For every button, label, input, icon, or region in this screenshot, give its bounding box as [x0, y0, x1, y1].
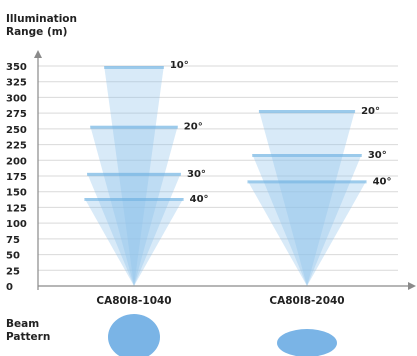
y-tick-label: 175	[6, 172, 27, 183]
y-tick-label: 225	[6, 141, 27, 152]
y-tick-label: 300	[6, 93, 27, 104]
labels-layer: 0 25 50 75 100 125 150 175 200 225 250 275 300 325 350…	[6, 13, 391, 343]
beam-top-band	[84, 198, 184, 201]
y-tick-label: 25	[6, 266, 20, 277]
category-label: CA80I8-2040	[269, 295, 344, 307]
y-tick-label: 200	[6, 156, 27, 167]
y-tick-label: 250	[6, 125, 27, 136]
beam-cone	[104, 66, 164, 286]
beam-top-band	[258, 110, 356, 113]
beam-top-band	[90, 125, 178, 129]
beam-angle-label: 40°	[190, 194, 209, 205]
beam-cone	[90, 125, 178, 286]
y-tick-label: 150	[6, 188, 27, 199]
beam-pattern-label: Beam	[6, 318, 39, 330]
axes-layer	[34, 50, 416, 290]
category-label: CA80I8-1040	[96, 295, 171, 307]
beam-angle-label: 30°	[368, 150, 387, 161]
y-tick-label: 0	[6, 282, 13, 293]
beam-top-band	[87, 172, 181, 176]
beam-angle-label: 20°	[184, 122, 203, 133]
gridlines	[38, 65, 398, 271]
y-axis-title: Range (m)	[6, 26, 67, 38]
beam-top-band	[104, 66, 164, 69]
beam-patterns-layer	[108, 314, 337, 356]
x-axis-arrow	[408, 282, 416, 290]
y-tick-label: 125	[6, 203, 27, 214]
beam-pattern-label: Pattern	[6, 331, 50, 343]
beam-angle-label: 40°	[373, 176, 392, 187]
y-tick-label: 275	[6, 109, 27, 120]
beam-angle-label: 20°	[361, 106, 380, 117]
beam-cone	[87, 172, 181, 286]
beam-cone	[247, 180, 367, 286]
y-tick-label: 50	[6, 251, 20, 262]
beam-top-band	[252, 154, 362, 157]
y-tick-label: 350	[6, 62, 27, 73]
beam-angle-label: 10°	[170, 60, 189, 71]
beam-cone	[252, 154, 362, 286]
beam-pattern-oval	[277, 329, 337, 356]
y-tick-label: 75	[6, 235, 20, 246]
beam-top-band	[247, 180, 367, 184]
y-axis-arrow	[34, 50, 42, 58]
y-tick-label: 100	[6, 219, 27, 230]
y-tick-label: 325	[6, 78, 27, 89]
beam-cone	[84, 198, 184, 286]
beam-pattern-circle	[108, 314, 160, 356]
beam-angle-label: 30°	[187, 169, 206, 180]
beams-layer	[84, 66, 367, 286]
y-axis-title: Illumination	[6, 13, 77, 25]
